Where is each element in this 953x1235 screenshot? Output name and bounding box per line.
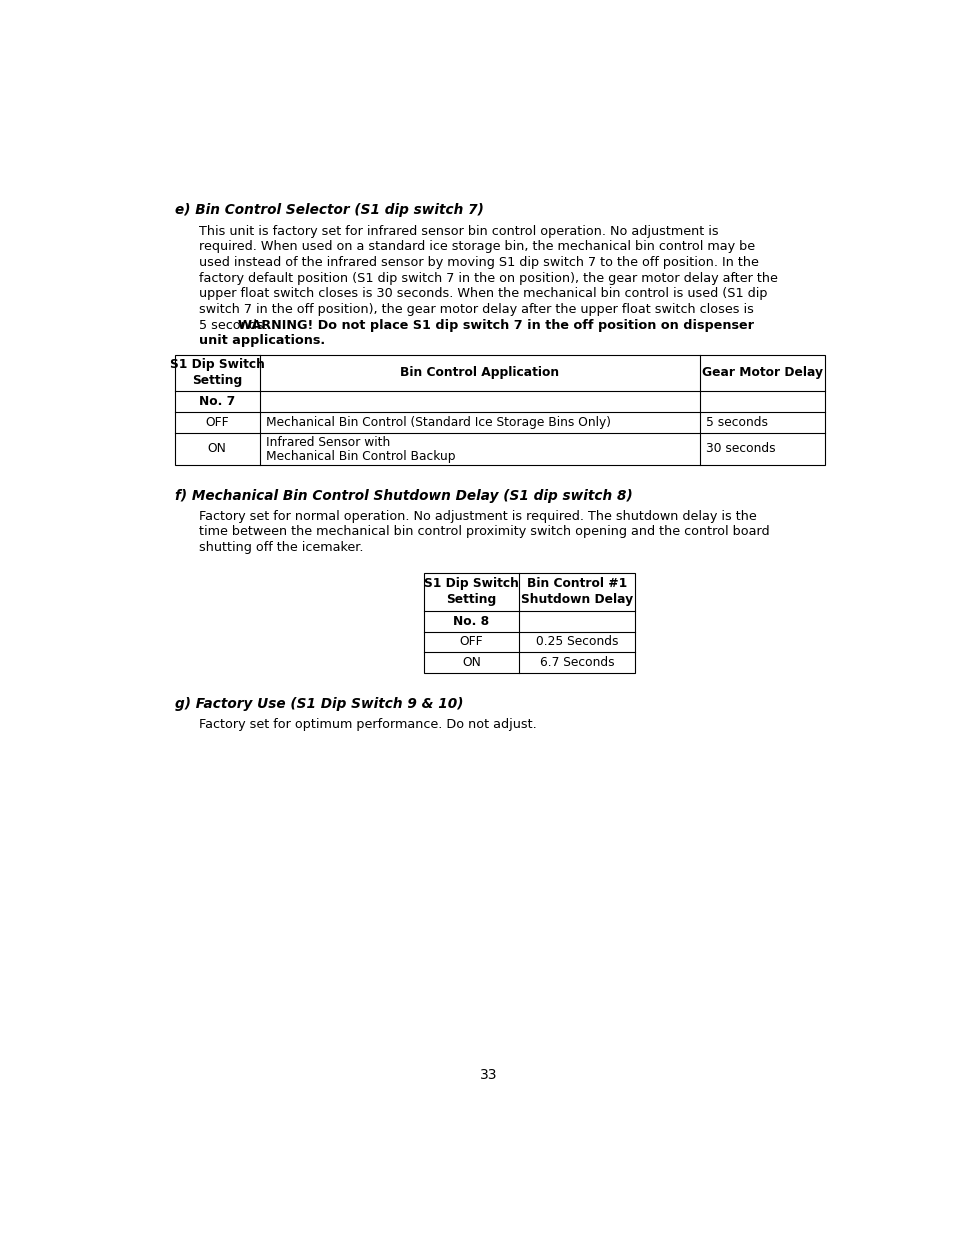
Text: switch 7 in the off position), the gear motor delay after the upper float switch: switch 7 in the off position), the gear … xyxy=(199,303,753,316)
Text: factory default position (S1 dip switch 7 in the on position), the gear motor de: factory default position (S1 dip switch … xyxy=(199,272,777,284)
Text: ON: ON xyxy=(461,656,480,669)
Text: Bin Control #1
Shutdown Delay: Bin Control #1 Shutdown Delay xyxy=(520,577,632,606)
Text: 6.7 Seconds: 6.7 Seconds xyxy=(539,656,614,669)
Text: time between the mechanical bin control proximity switch opening and the control: time between the mechanical bin control … xyxy=(199,525,769,538)
Text: 0.25 Seconds: 0.25 Seconds xyxy=(535,636,618,648)
Text: unit applications.: unit applications. xyxy=(199,335,325,347)
Text: 33: 33 xyxy=(479,1068,497,1082)
Text: required. When used on a standard ice storage bin, the mechanical bin control ma: required. When used on a standard ice st… xyxy=(199,241,755,253)
Text: f) Mechanical Bin Control Shutdown Delay (S1 dip switch 8): f) Mechanical Bin Control Shutdown Delay… xyxy=(174,489,632,503)
Text: No. 8: No. 8 xyxy=(453,615,489,627)
Text: OFF: OFF xyxy=(459,636,483,648)
Text: Gear Motor Delay: Gear Motor Delay xyxy=(701,367,822,379)
Text: OFF: OFF xyxy=(205,416,229,429)
Text: This unit is factory set for infrared sensor bin control operation. No adjustmen: This unit is factory set for infrared se… xyxy=(199,225,718,237)
Text: 30 seconds: 30 seconds xyxy=(705,442,775,456)
Text: Factory set for optimum performance. Do not adjust.: Factory set for optimum performance. Do … xyxy=(199,718,537,731)
Text: shutting off the icemaker.: shutting off the icemaker. xyxy=(199,541,363,555)
Text: S1 Dip Switch
Setting: S1 Dip Switch Setting xyxy=(424,577,518,606)
Text: e) Bin Control Selector (S1 dip switch 7): e) Bin Control Selector (S1 dip switch 7… xyxy=(174,204,483,217)
Text: used instead of the infrared sensor by moving S1 dip switch 7 to the off positio: used instead of the infrared sensor by m… xyxy=(199,256,759,269)
Text: Mechanical Bin Control (Standard Ice Storage Bins Only): Mechanical Bin Control (Standard Ice Sto… xyxy=(265,416,610,429)
Text: Mechanical Bin Control Backup: Mechanical Bin Control Backup xyxy=(265,450,455,463)
Text: upper float switch closes is 30 seconds. When the mechanical bin control is used: upper float switch closes is 30 seconds.… xyxy=(199,288,767,300)
Text: No. 7: No. 7 xyxy=(199,395,235,408)
Text: S1 Dip Switch
Setting: S1 Dip Switch Setting xyxy=(170,358,264,388)
Text: Infrared Sensor with: Infrared Sensor with xyxy=(265,436,390,450)
Bar xyxy=(174,354,824,466)
Text: Factory set for normal operation. No adjustment is required. The shutdown delay : Factory set for normal operation. No adj… xyxy=(199,510,756,522)
Text: Bin Control Application: Bin Control Application xyxy=(399,367,558,379)
Text: ON: ON xyxy=(208,442,227,456)
Text: WARNING! Do not place S1 dip switch 7 in the off position on dispenser: WARNING! Do not place S1 dip switch 7 in… xyxy=(238,319,754,332)
Bar xyxy=(424,573,635,673)
Text: 5 seconds.: 5 seconds. xyxy=(199,319,272,332)
Text: 5 seconds: 5 seconds xyxy=(705,416,767,429)
Text: g) Factory Use (S1 Dip Switch 9 & 10): g) Factory Use (S1 Dip Switch 9 & 10) xyxy=(174,697,463,711)
